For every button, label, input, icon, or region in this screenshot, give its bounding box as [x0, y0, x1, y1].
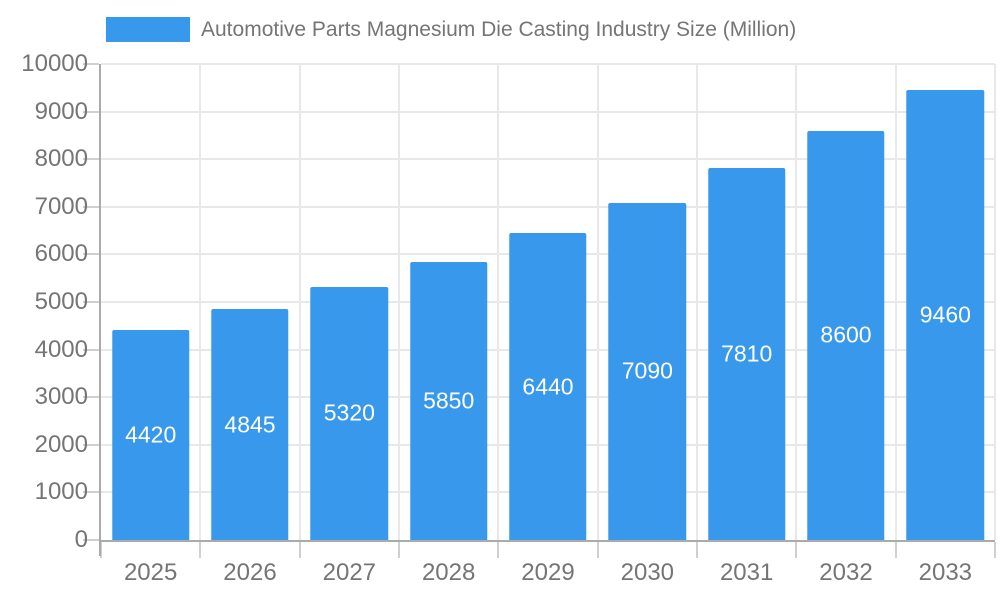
y-axis-label: 0: [74, 526, 88, 553]
bar-value-label: 5320: [323, 399, 375, 426]
x-axis-label: 2030: [620, 559, 675, 586]
bar-2027[interactable]: 5320: [310, 286, 389, 540]
y-axis-label: 5000: [34, 288, 88, 315]
x-axis-tick: [199, 542, 202, 558]
x-axis-tick: [795, 542, 798, 558]
y-axis-line: [99, 64, 101, 556]
bar-2033[interactable]: 9460: [906, 89, 985, 540]
x-axis-tick: [894, 542, 897, 558]
x-axis-tick: [596, 542, 599, 558]
y-axis-label: 1000: [34, 478, 88, 506]
y-axis-label: 3000: [34, 383, 88, 411]
x-axis-tick: [100, 542, 102, 558]
v-gridline: [199, 64, 202, 540]
x-axis-label: 2026: [223, 559, 277, 586]
x-axis-tick: [298, 542, 301, 558]
v-gridline: [994, 64, 996, 540]
x-axis-label: 2028: [421, 559, 476, 586]
bar-value-label: 7090: [621, 357, 673, 384]
y-axis-tick: [83, 443, 99, 446]
bar-2030[interactable]: 7090: [608, 202, 687, 540]
y-axis-label: 7000: [34, 192, 88, 220]
x-axis-label: 2025: [123, 559, 178, 586]
x-axis-label: 2029: [521, 559, 575, 586]
bar-2032[interactable]: 8600: [807, 130, 885, 540]
bar-2028[interactable]: 5850: [409, 261, 488, 540]
v-gridline: [894, 64, 897, 540]
y-axis-tick: [83, 396, 99, 399]
x-axis-line: [99, 540, 995, 542]
v-gridline: [298, 64, 301, 540]
legend-label: Automotive Parts Magnesium Die Casting I…: [201, 18, 797, 41]
h-gridline: [101, 63, 995, 65]
y-axis-tick: [83, 491, 99, 494]
y-axis-label: 2000: [34, 430, 88, 458]
y-axis-tick: [83, 539, 99, 541]
y-axis-tick: [83, 205, 99, 208]
bar-2031[interactable]: 7810: [707, 168, 786, 540]
y-axis-label: 6000: [34, 240, 88, 268]
h-gridline: [101, 110, 995, 113]
bar-2025[interactable]: 4420: [111, 329, 190, 540]
x-axis-label: 2032: [819, 559, 873, 586]
y-axis-tick: [83, 301, 99, 303]
bar-value-label: 6440: [522, 373, 574, 400]
bar-value-label: 8600: [820, 321, 872, 348]
y-axis-tick: [83, 253, 99, 256]
y-axis-label: 4000: [34, 335, 88, 363]
x-axis-tick: [497, 542, 500, 558]
x-axis-tick: [397, 542, 400, 558]
y-axis-tick: [83, 158, 99, 161]
bar-value-label: 4845: [224, 411, 276, 438]
y-axis-tick: [83, 63, 99, 65]
bar-2029[interactable]: 6440: [509, 233, 587, 540]
x-axis-label: 2033: [918, 559, 973, 586]
y-axis-label: 8000: [34, 145, 88, 173]
v-gridline: [596, 64, 599, 540]
v-gridline: [795, 64, 798, 540]
bar-value-label: 7810: [721, 340, 773, 367]
legend-swatch: [106, 17, 190, 42]
y-axis-label: 10000: [21, 50, 88, 77]
bar-value-label: 4420: [125, 421, 177, 448]
x-axis-tick: [695, 542, 698, 558]
x-axis-label: 2027: [322, 559, 377, 586]
y-axis-tick: [83, 110, 99, 113]
h-gridline: [101, 158, 995, 161]
v-gridline: [397, 64, 400, 540]
bar-value-label: 9460: [919, 301, 971, 328]
y-axis-label: 9000: [34, 97, 88, 125]
plot-area: 0 1000 2000 3000 4000 5000 6000 7000 8000 9000 100…: [21, 50, 996, 586]
y-axis-tick: [83, 348, 99, 351]
bar-2026[interactable]: 4845: [211, 309, 289, 540]
legend[interactable]: Automotive Parts Magnesium Die Casting I…: [106, 17, 796, 42]
h-gridline: [101, 205, 995, 208]
x-axis-label: 2031: [719, 559, 774, 586]
v-gridline: [497, 64, 500, 540]
x-axis-tick: [994, 542, 996, 558]
bar-value-label: 5850: [423, 387, 475, 414]
v-gridline: [695, 64, 698, 540]
